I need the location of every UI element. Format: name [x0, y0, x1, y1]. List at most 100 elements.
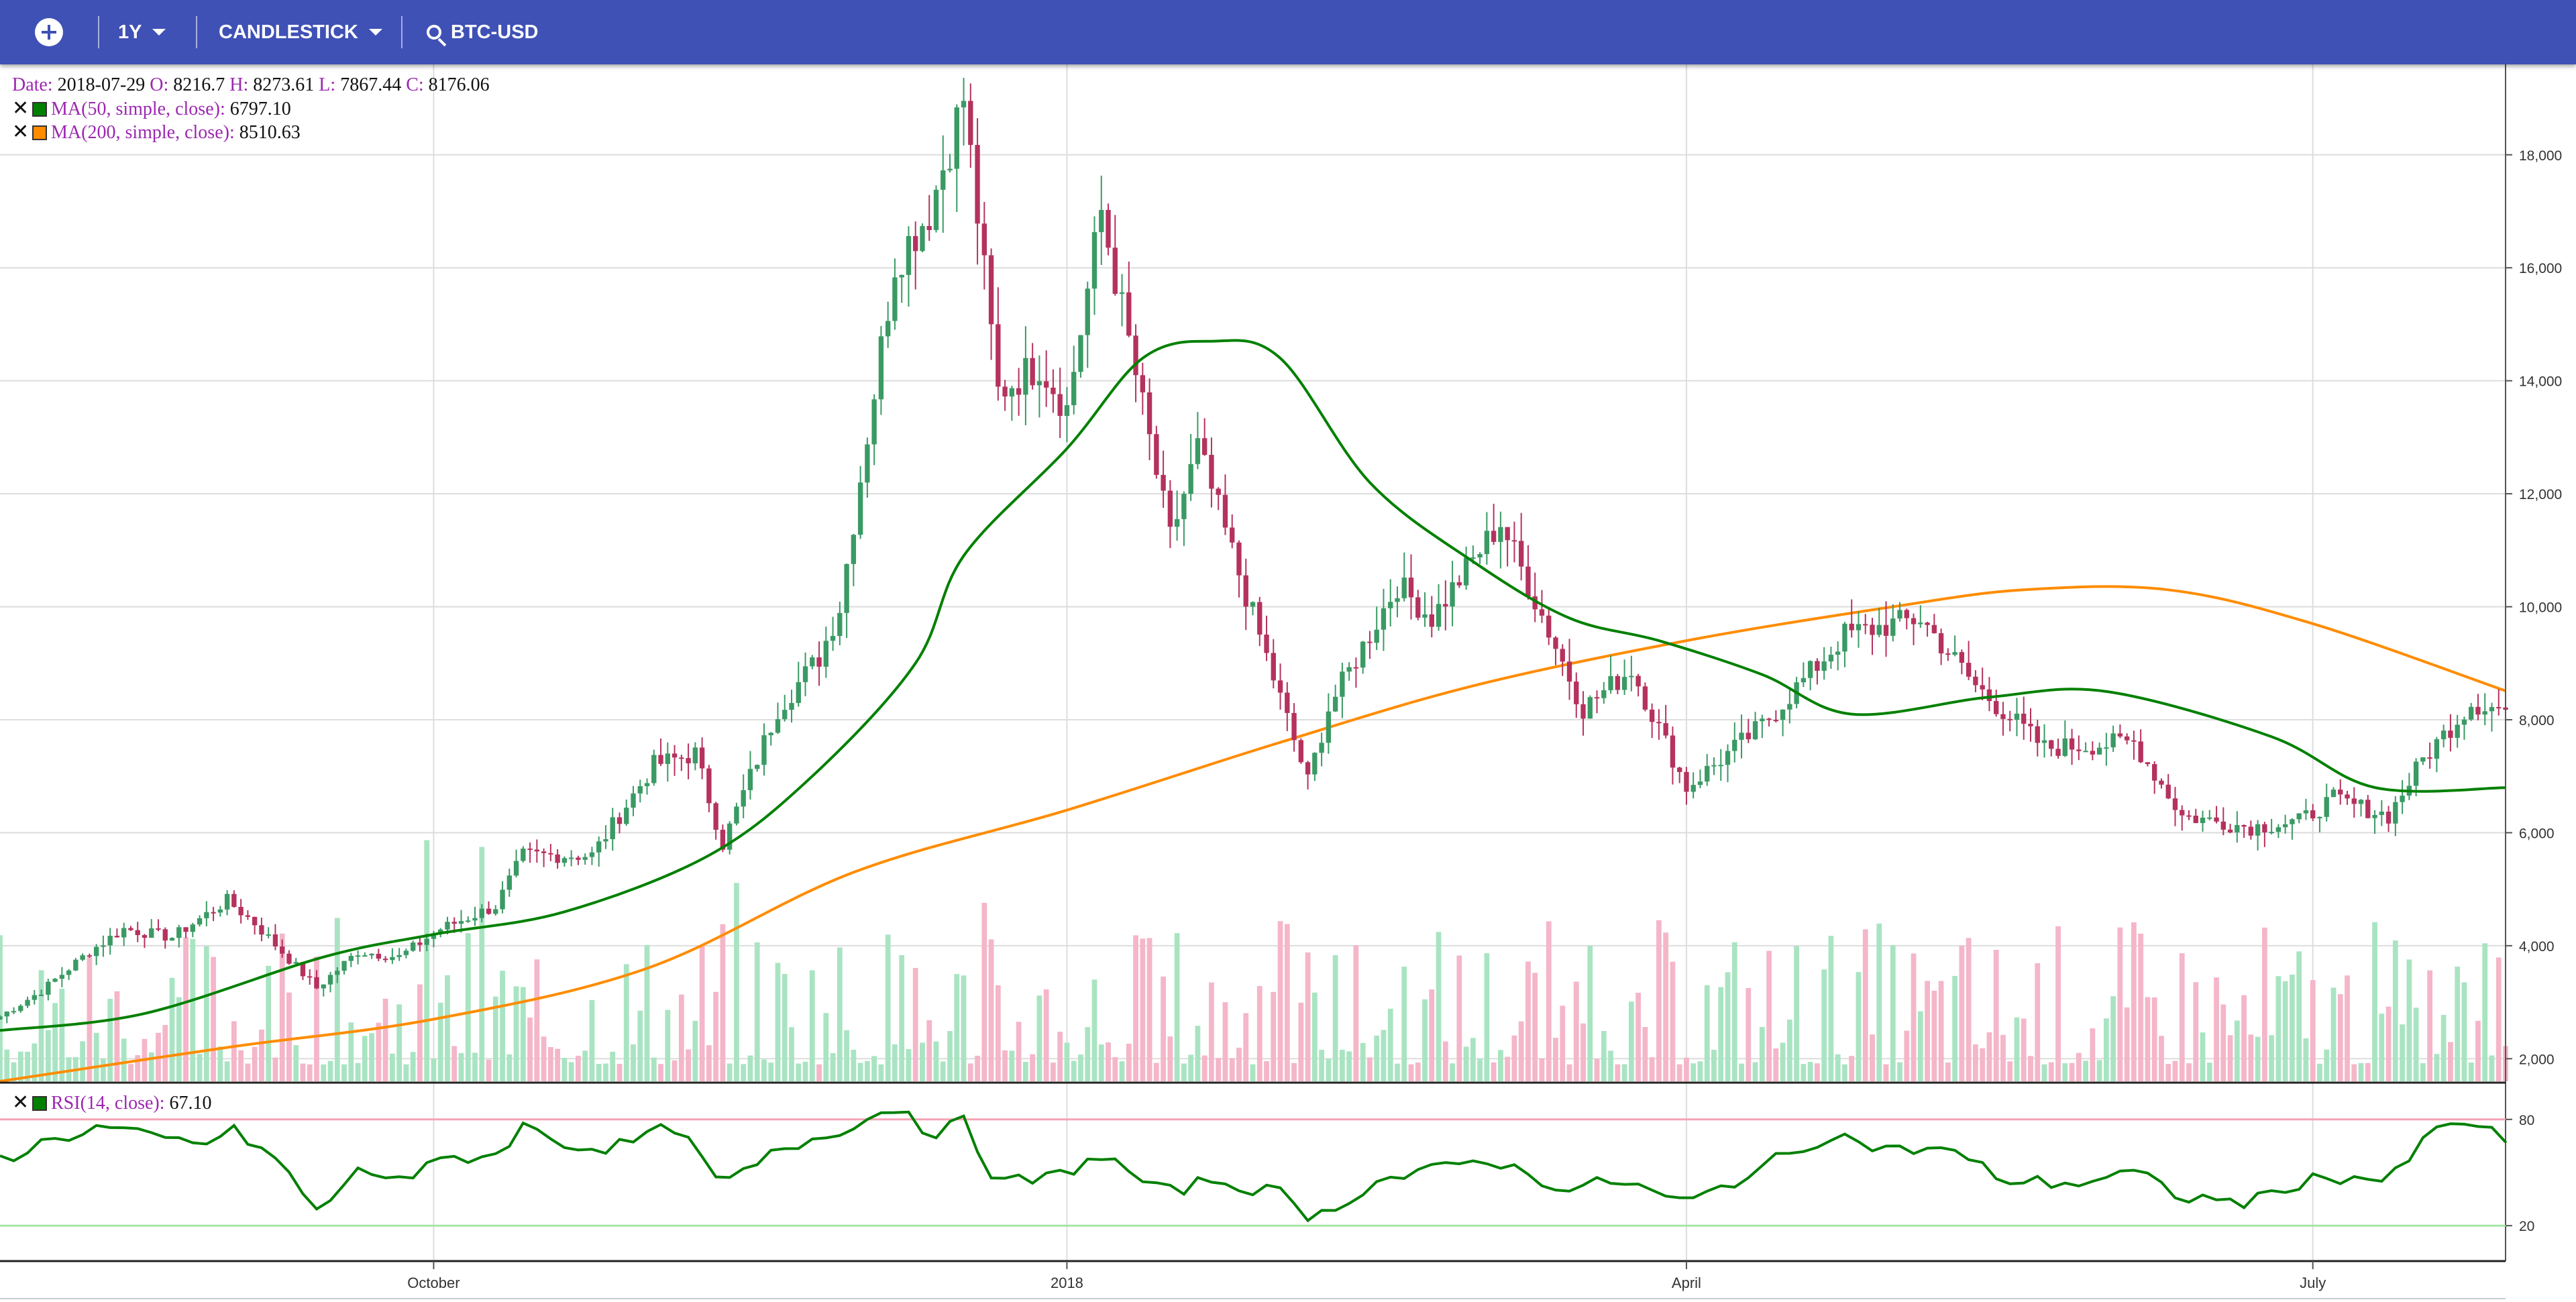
candle	[1980, 667, 1985, 700]
volume-bar	[1484, 953, 1490, 1081]
candle	[2159, 778, 2164, 789]
volume-bar	[492, 996, 498, 1081]
volume-bar	[1319, 1049, 1324, 1081]
candle	[1236, 540, 1242, 598]
candle	[1388, 579, 1393, 627]
candle-body	[335, 971, 340, 975]
candle	[555, 849, 560, 869]
volume-bar	[1904, 1030, 1910, 1081]
volume-bar	[1917, 1011, 1923, 1081]
volume-bar	[1952, 975, 1958, 1081]
candle-body	[2420, 757, 2426, 762]
candle-body	[1863, 624, 1868, 626]
volume-bar	[1773, 1048, 1779, 1081]
candle	[644, 778, 650, 795]
volume-bar	[1925, 981, 1930, 1081]
candle-body	[2180, 810, 2185, 816]
candle	[1663, 704, 1668, 739]
candle	[238, 899, 244, 924]
legend-date: 2018-07-29	[57, 74, 146, 95]
chevron-down-icon	[152, 29, 166, 36]
volume-bar	[128, 1064, 133, 1081]
candle	[1285, 682, 1290, 731]
volume-bar	[686, 1049, 691, 1081]
remove-ma50-icon[interactable]: ✕	[12, 97, 30, 119]
candle	[1326, 693, 1332, 754]
candle-body	[1154, 434, 1159, 475]
candle	[272, 924, 278, 951]
candle-body	[1752, 721, 1758, 740]
volume-bar	[2448, 1042, 2453, 1081]
candle-body	[1243, 575, 1248, 607]
rsi-tick-label: 80	[2519, 1113, 2534, 1128]
candle-body	[2159, 780, 2164, 785]
candle-body	[513, 861, 519, 876]
candle	[651, 749, 657, 786]
volume-bar	[1436, 932, 1442, 1081]
volume-bar	[1064, 1042, 1070, 1081]
candle-body	[1167, 490, 1173, 527]
candle-body	[431, 933, 437, 939]
candle-body	[789, 703, 794, 710]
candle-body	[1450, 582, 1455, 607]
volume-bar	[2214, 977, 2219, 1081]
volume-bar	[1429, 989, 1435, 1081]
candle	[582, 853, 588, 865]
volume-bar	[809, 970, 815, 1081]
ma50-color-swatch[interactable]	[32, 102, 47, 117]
candle	[1305, 761, 1311, 790]
rsi-color-swatch[interactable]	[32, 1096, 47, 1111]
range-selector-button[interactable]: 1Y	[118, 0, 166, 64]
ma200-line	[0, 585, 2506, 1083]
volume-bar	[1525, 961, 1531, 1081]
volume-bar	[1450, 1063, 1455, 1081]
candle-body	[93, 946, 99, 957]
volume-bar	[4, 1049, 10, 1081]
candle	[4, 1011, 9, 1024]
volume-bar	[1986, 1032, 1992, 1081]
candle	[981, 201, 987, 290]
candle-body	[1071, 372, 1077, 406]
volume-bar	[1539, 1059, 1545, 1081]
chart-type-selector-button[interactable]: CANDLESTICK	[219, 0, 382, 64]
candle	[1821, 647, 1827, 680]
candle-body	[2007, 718, 2012, 720]
candle	[1009, 386, 1015, 421]
volume-bar	[1009, 1050, 1015, 1081]
candle	[576, 855, 581, 865]
volume-bar	[2138, 933, 2144, 1081]
volume-bar	[2358, 1063, 2364, 1081]
candle	[996, 287, 1001, 401]
volume-bar	[1415, 1062, 1421, 1081]
candle	[1340, 663, 1345, 718]
volume-bar	[2083, 1061, 2088, 1081]
candle	[321, 984, 326, 997]
remove-ma200-icon[interactable]: ✕	[12, 121, 30, 143]
candle-body	[231, 893, 237, 907]
candle	[734, 802, 739, 826]
candle-body	[988, 255, 994, 325]
candle-body	[1739, 733, 1744, 740]
candle	[307, 969, 313, 985]
add-indicator-button[interactable]	[35, 0, 63, 64]
candle-body	[1690, 785, 1696, 792]
symbol-search-button[interactable]: BTC-USD	[427, 0, 539, 64]
volume-bar	[1580, 1023, 1586, 1081]
volume-bar	[321, 1064, 327, 1081]
candle	[637, 779, 643, 803]
rsi-legend: ✕ RSI(14, close): 67.10	[12, 1091, 212, 1115]
rsi-line	[0, 1110, 2507, 1223]
candle	[816, 641, 822, 686]
candle-body	[1119, 292, 1125, 294]
candle	[1986, 677, 1992, 712]
candle-body	[506, 875, 512, 890]
ma200-color-swatch[interactable]	[32, 125, 47, 140]
volume-bar	[1532, 973, 1538, 1081]
candle-body	[1332, 696, 1338, 712]
volume-bar	[2461, 982, 2467, 1081]
candle	[1415, 590, 1421, 620]
candle	[2338, 779, 2343, 805]
candle-body	[851, 535, 857, 564]
remove-rsi-icon[interactable]: ✕	[12, 1091, 30, 1114]
